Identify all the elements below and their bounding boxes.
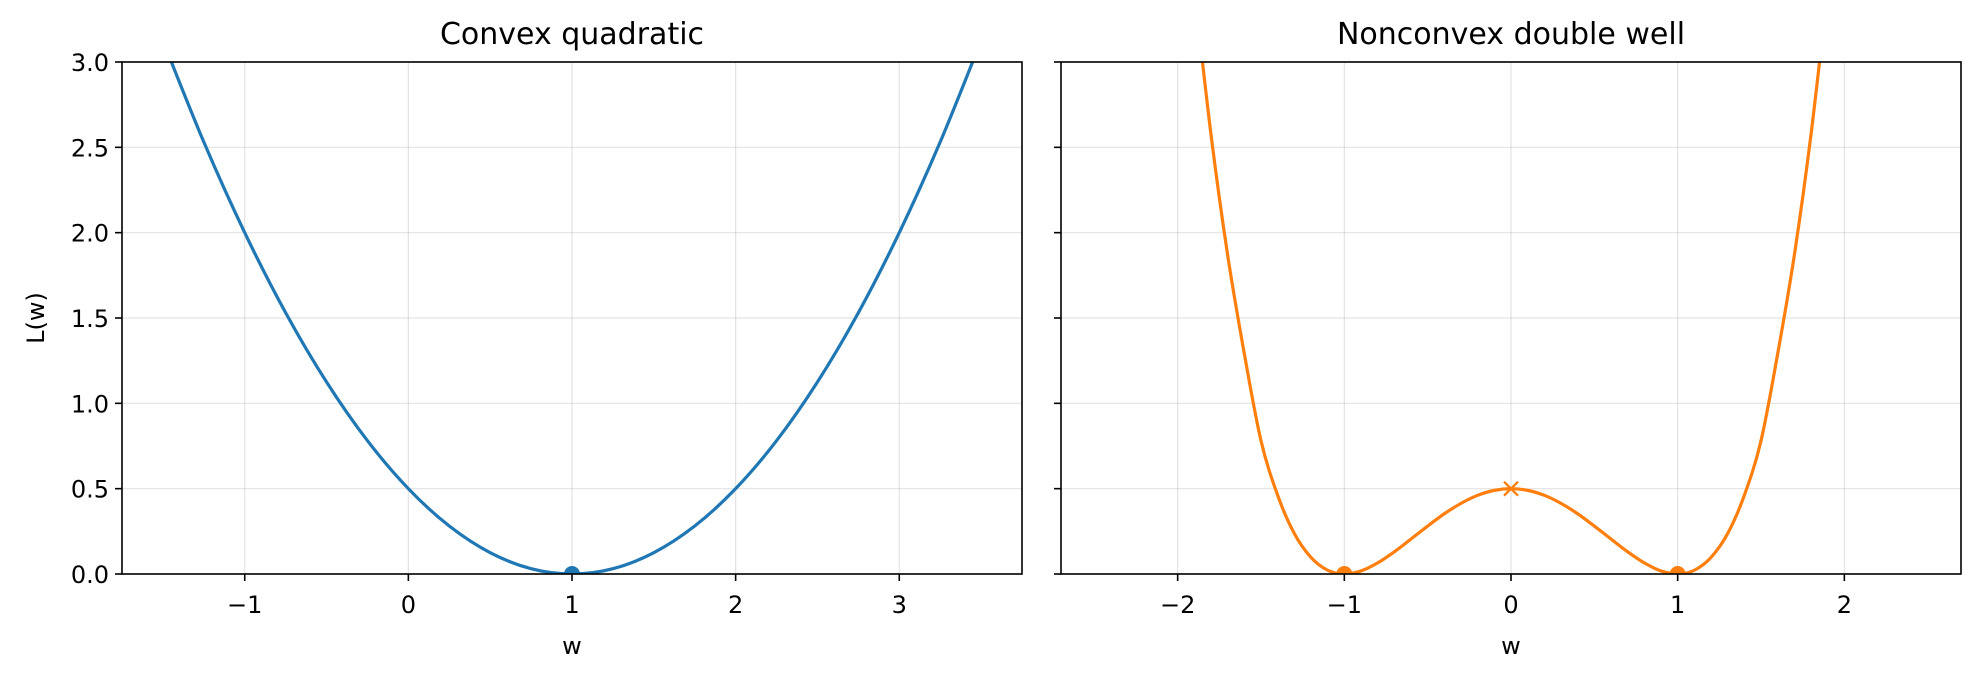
left-chart-minimum-marker — [564, 566, 580, 574]
right-chart-x-tick-label: −1 — [1327, 591, 1362, 619]
left-chart-y-tick-label: 3.0 — [71, 49, 109, 77]
left-chart-grid — [122, 61, 1022, 575]
left-chart-x-tick-label: −1 — [227, 591, 262, 619]
right-chart-x-tick-label: 1 — [1670, 591, 1685, 619]
left-chart-y-tick-label: 0.5 — [71, 476, 109, 504]
left-chart-y-tick-label: 2.5 — [71, 134, 109, 162]
left-chart-y-tick-label: 1.5 — [71, 305, 109, 333]
left-chart-markers — [564, 566, 580, 574]
right-chart-grid — [1061, 61, 1961, 575]
right-chart-x-tick-label: 0 — [1503, 591, 1518, 619]
right-chart-x-tick-label: 2 — [1837, 591, 1852, 619]
right-chart-title: Nonconvex double well — [1337, 17, 1685, 52]
left-chart-ticks: −1 0 1 2 3 0.0 0.5 1.0 1.5 2.0 2.5 3.0 — [71, 49, 907, 619]
left-chart-x-tick-label: 0 — [401, 591, 416, 619]
right-chart: −2 −1 0 1 2 Nonconvex double well w — [1054, 17, 1962, 660]
right-chart-ticks: −2 −1 0 1 2 — [1054, 61, 1852, 619]
left-chart: −1 0 1 2 3 0.0 0.5 1.0 1.5 2.0 2.5 3.0 Convex quadr… — [22, 17, 1023, 660]
right-chart-markers — [1336, 480, 1686, 574]
left-chart-x-tick-label: 2 — [728, 591, 743, 619]
left-chart-y-tick-label: 1.0 — [71, 390, 109, 418]
left-chart-y-axis-label: L(w) — [22, 292, 50, 344]
right-chart-x-tick-label: −2 — [1160, 591, 1195, 619]
left-chart-title: Convex quadratic — [440, 17, 704, 52]
right-chart-plot-area — [1200, 62, 1822, 574]
left-chart-series-line — [169, 62, 975, 574]
left-chart-y-tick-label: 0.0 — [71, 561, 109, 589]
right-chart-minimum-marker — [1336, 566, 1353, 574]
left-chart-x-tick-label: 1 — [564, 591, 579, 619]
left-chart-plot-area — [169, 62, 975, 574]
right-chart-saddle-marker — [1503, 480, 1519, 497]
left-chart-y-tick-label: 2.0 — [71, 220, 109, 248]
right-chart-x-axis-label: w — [1501, 632, 1521, 660]
right-chart-minimum-marker — [1669, 566, 1686, 574]
left-chart-x-axis-label: w — [562, 632, 582, 660]
left-chart-x-tick-label: 3 — [892, 591, 907, 619]
